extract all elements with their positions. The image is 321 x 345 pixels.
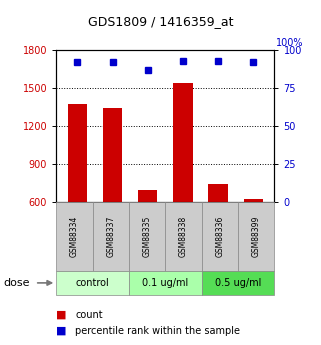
Text: control: control — [76, 278, 109, 288]
Bar — [202, 271, 274, 295]
Text: GDS1809 / 1416359_at: GDS1809 / 1416359_at — [88, 16, 233, 29]
Text: GSM88334: GSM88334 — [70, 216, 79, 257]
Text: 0.5 ug/ml: 0.5 ug/ml — [215, 278, 261, 288]
Text: GSM88335: GSM88335 — [143, 216, 152, 257]
Bar — [165, 202, 202, 271]
Bar — [173, 83, 193, 202]
Text: GSM88399: GSM88399 — [252, 216, 261, 257]
Text: 0.1 ug/ml: 0.1 ug/ml — [142, 278, 188, 288]
Text: ■: ■ — [56, 326, 67, 335]
Text: GSM88336: GSM88336 — [215, 216, 224, 257]
Bar — [56, 202, 92, 271]
Bar — [244, 199, 263, 202]
Bar — [138, 190, 157, 202]
Text: ■: ■ — [56, 310, 67, 319]
Text: percentile rank within the sample: percentile rank within the sample — [75, 326, 240, 335]
Bar — [129, 202, 165, 271]
Text: count: count — [75, 310, 103, 319]
Text: GSM88337: GSM88337 — [106, 216, 115, 257]
Text: 100%: 100% — [276, 38, 304, 48]
Bar — [92, 202, 129, 271]
Text: GSM88338: GSM88338 — [179, 216, 188, 257]
Bar — [68, 105, 87, 202]
Bar — [238, 202, 274, 271]
Bar — [56, 271, 129, 295]
Bar — [129, 271, 202, 295]
Bar — [202, 202, 238, 271]
Bar — [103, 108, 122, 202]
Bar — [208, 184, 228, 202]
Text: dose: dose — [3, 278, 30, 288]
